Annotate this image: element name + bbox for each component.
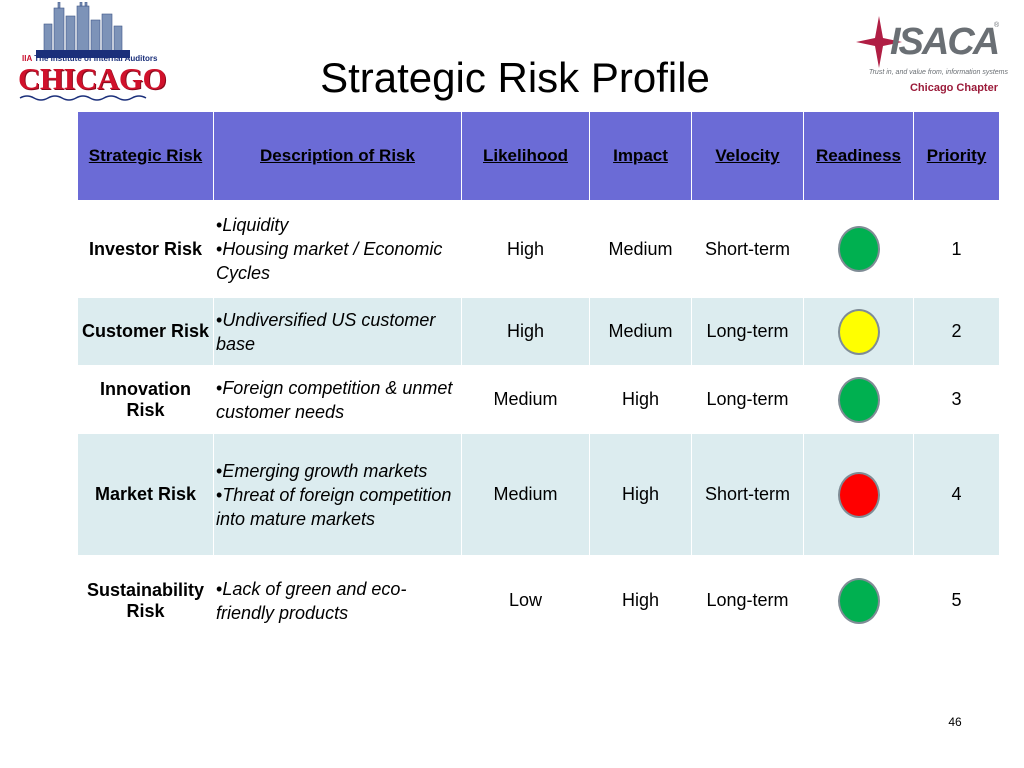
iia-org-line: IIA The Institute of Internal Auditors xyxy=(22,54,158,63)
header-velocity: Velocity xyxy=(691,111,804,201)
header-readiness: Readiness xyxy=(803,111,914,201)
readiness-indicator-icon xyxy=(837,226,880,272)
priority-cell: 1 xyxy=(913,200,1000,298)
risk-description: •Emerging growth markets •Threat of fore… xyxy=(213,433,462,556)
readiness-cell xyxy=(803,555,914,646)
readiness-indicator-icon xyxy=(837,376,880,423)
table-row: Investor Risk •Liquidity •Housing market… xyxy=(77,200,1000,298)
isaca-chicago-logo: ISACA ® Trust in, and value from, inform… xyxy=(852,12,1010,104)
table-row: Customer Risk •Undiversified US customer… xyxy=(77,297,1000,366)
risk-description: •Foreign competition & unmet customer ne… xyxy=(213,365,462,434)
priority-cell: 4 xyxy=(913,433,1000,556)
risk-name: Sustainability Risk xyxy=(77,555,214,646)
registered-mark: ® xyxy=(994,22,1000,29)
likelihood-cell: Low xyxy=(461,555,590,646)
header-description: Description of Risk xyxy=(213,111,462,201)
likelihood-cell: Medium xyxy=(461,433,590,556)
isaca-chapter-label: Chicago Chapter xyxy=(909,82,998,94)
description-bullet: •Lack of green and eco-friendly products xyxy=(216,578,407,623)
risk-description: •Lack of green and eco-friendly products xyxy=(213,555,462,646)
likelihood-cell: High xyxy=(461,297,590,366)
page-number: 46 xyxy=(948,715,962,729)
risk-profile-table: Strategic Risk Description of Risk Likel… xyxy=(77,111,1000,646)
priority-cell: 3 xyxy=(913,365,1000,434)
readiness-indicator-icon xyxy=(837,577,880,624)
description-bullet: •Housing market / Economic Cycles xyxy=(216,239,443,283)
velocity-cell: Short-term xyxy=(691,433,804,556)
water-wave-decoration xyxy=(19,95,147,101)
header-priority: Priority xyxy=(913,111,1000,201)
description-bullet: •Liquidity xyxy=(216,215,289,235)
risk-name: Market Risk xyxy=(77,433,214,556)
risk-description: •Liquidity •Housing market / Economic Cy… xyxy=(213,200,462,298)
slide-title: Strategic Risk Profile xyxy=(320,54,710,101)
description-bullet: •Foreign competition & unmet customer ne… xyxy=(216,377,453,422)
impact-cell: Medium xyxy=(589,297,692,366)
risk-name: Investor Risk xyxy=(77,200,214,298)
risk-name: Customer Risk xyxy=(77,297,214,366)
chicago-wordmark: CHICAGO xyxy=(18,61,167,96)
readiness-cell xyxy=(803,200,914,298)
risk-name: Innovation Risk xyxy=(77,365,214,434)
header-likelihood: Likelihood xyxy=(461,111,590,201)
table-header-row: Strategic Risk Description of Risk Likel… xyxy=(77,111,1000,201)
table-row: Innovation Risk •Foreign competition & u… xyxy=(77,365,1000,434)
description-bullet: •Emerging growth markets xyxy=(216,460,428,481)
likelihood-cell: High xyxy=(461,200,590,298)
description-bullet: •Threat of foreign competition into matu… xyxy=(216,484,452,529)
readiness-indicator-icon xyxy=(837,471,880,518)
velocity-cell: Long-term xyxy=(691,297,804,366)
impact-cell: High xyxy=(589,555,692,646)
header-strategic-risk: Strategic Risk xyxy=(77,111,214,201)
skyline-icon xyxy=(36,2,130,58)
risk-description: •Undiversified US customer base xyxy=(213,297,462,366)
header-impact: Impact xyxy=(589,111,692,201)
readiness-indicator-icon xyxy=(837,308,880,355)
readiness-cell xyxy=(803,433,914,556)
priority-cell: 5 xyxy=(913,555,1000,646)
impact-cell: Medium xyxy=(589,200,692,298)
table-row: Sustainability Risk •Lack of green and e… xyxy=(77,555,1000,646)
velocity-cell: Short-term xyxy=(691,200,804,298)
velocity-cell: Long-term xyxy=(691,365,804,434)
description-bullet: •Undiversified US customer base xyxy=(216,309,436,354)
likelihood-cell: Medium xyxy=(461,365,590,434)
impact-cell: High xyxy=(589,365,692,434)
isaca-tagline: Trust in, and value from, information sy… xyxy=(868,69,1008,76)
table-row: Market Risk •Emerging growth markets •Th… xyxy=(77,433,1000,556)
isaca-wordmark: ISACA xyxy=(890,21,1000,63)
iia-chicago-logo: IIA The Institute of Internal Auditors CH… xyxy=(16,2,167,102)
readiness-cell xyxy=(803,297,914,366)
star-icon xyxy=(856,16,902,68)
priority-cell: 2 xyxy=(913,297,1000,366)
velocity-cell: Long-term xyxy=(691,555,804,646)
impact-cell: High xyxy=(589,433,692,556)
readiness-cell xyxy=(803,365,914,434)
